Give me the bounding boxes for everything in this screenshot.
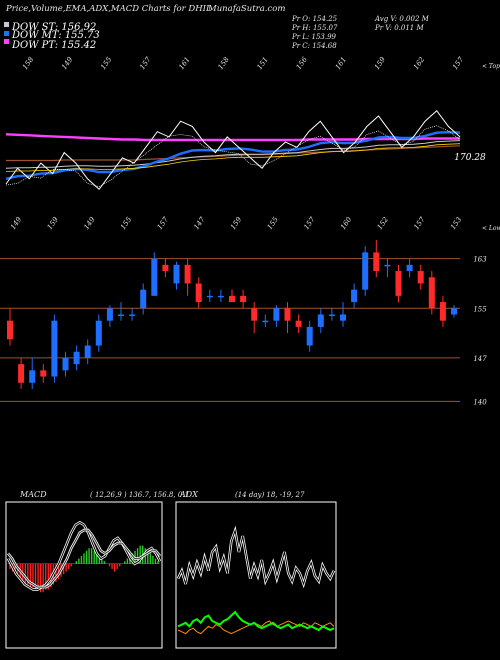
candle-body — [406, 264, 413, 272]
dow-legend: DOW ST: 156.92 DOW MT: 155.73 DOW PT: 15… — [4, 22, 100, 51]
ema_slow-line — [5, 140, 461, 169]
candle-body — [306, 326, 313, 346]
candle-body — [106, 308, 113, 321]
adx-panel — [176, 525, 336, 635]
adx-line — [177, 528, 335, 586]
candle-body — [262, 320, 269, 323]
candle-body — [351, 289, 358, 303]
candle-body — [140, 289, 147, 309]
candle-body — [129, 314, 136, 316]
candle-body — [51, 320, 58, 377]
avg-volume: Avg V: 0.002 M — [374, 15, 430, 23]
tops-axis-label: < Tops — [482, 63, 500, 70]
dow-mt-value: DOW MT: 155.73 — [11, 30, 100, 41]
current-price-label: 170.28 — [454, 153, 486, 163]
macd-panel — [6, 520, 162, 593]
candle-body — [439, 302, 446, 321]
candlestick-panel: 163 155 147 140 — [0, 240, 487, 406]
candle-body — [273, 308, 280, 321]
candle-body — [328, 314, 335, 316]
candle-body — [340, 314, 346, 321]
candle-body — [195, 283, 202, 303]
macd-params: ( 12,26,9 ) 136.7, 156.8, 0.1 — [90, 491, 189, 499]
candle-body — [95, 320, 102, 346]
candle-body — [62, 357, 69, 371]
candle-body — [362, 252, 369, 290]
candle-body — [284, 308, 291, 321]
chart-title: Price,Volume,EMA,ADX,MACD Charts for DHI… — [5, 4, 212, 14]
lows-axis-label: < Lows — [482, 225, 500, 232]
dow-st-swatch — [4, 22, 9, 27]
site-name: MunafaSutra.com — [207, 4, 285, 14]
candle-body — [151, 258, 158, 296]
dow-pt-value: DOW PT: 155.42 — [11, 40, 96, 51]
candle-body — [206, 295, 213, 298]
price-low: Pr L: 153.99 — [291, 33, 337, 41]
candle-body — [295, 320, 302, 327]
candle-body — [173, 264, 180, 284]
candle-body — [251, 308, 258, 321]
adx-label: ADX — [179, 490, 198, 499]
candle-body — [84, 345, 91, 358]
dow-mt-swatch — [4, 31, 9, 36]
price-open: Pr O: 154.25 — [291, 15, 338, 23]
candle-body — [73, 351, 80, 365]
candle-body — [118, 314, 124, 316]
ema_long-line — [6, 145, 461, 162]
price-tick-label: 140 — [473, 398, 487, 406]
price-high: Pr H: 155.07 — [291, 24, 338, 32]
price-summary: Pr O: 154.25 Pr H: 155.07 Pr L: 153.99 P… — [291, 15, 430, 50]
candle-body — [18, 364, 25, 383]
candle-body — [384, 264, 391, 267]
candle-body — [451, 308, 457, 315]
macd-line — [7, 521, 161, 591]
signal-line — [7, 529, 161, 588]
candle-body — [217, 295, 224, 298]
adx-params: (14 day) 18, -19, 27 — [235, 491, 305, 499]
candle-body — [7, 320, 13, 340]
price-close: Pr C: 154.68 — [291, 42, 337, 50]
candle-body — [240, 295, 247, 303]
candle-body — [229, 295, 235, 303]
candle-body — [40, 370, 47, 377]
macd-label: MACD — [19, 490, 47, 499]
ema-slow-companion-line — [5, 143, 461, 172]
candle-body — [417, 271, 424, 284]
ema_mid-line — [5, 133, 460, 142]
ema_fast-line — [5, 130, 461, 180]
candle-body — [317, 314, 324, 327]
candle-body — [29, 370, 36, 383]
dow-st-value: DOW ST: 156.92 — [11, 22, 96, 33]
candle-body — [395, 271, 402, 296]
price-volume: Pr V: 0.011 M — [374, 24, 424, 32]
candle-body — [184, 264, 191, 284]
price-tick-label: 147 — [473, 355, 487, 363]
price-tick-label: 155 — [473, 305, 487, 313]
candle-body — [428, 277, 435, 309]
price-line — [5, 109, 461, 191]
dow-pt-swatch — [4, 39, 9, 44]
plus-di-line — [177, 610, 335, 632]
price-tick-label: 163 — [473, 256, 487, 264]
candle-body — [162, 264, 169, 272]
candle-body — [373, 252, 380, 272]
